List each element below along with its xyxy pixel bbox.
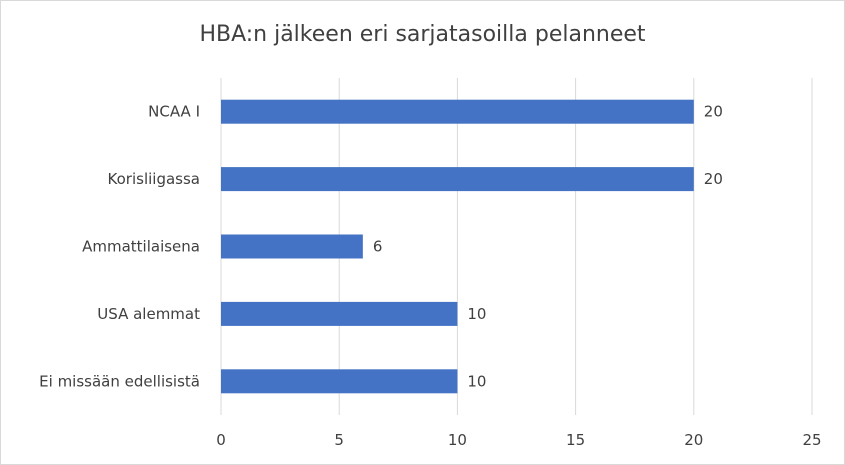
category-label-4: Ei missään edellisistä bbox=[39, 372, 200, 390]
x-tick-label-2: 10 bbox=[448, 431, 467, 449]
bar-3 bbox=[221, 301, 458, 326]
data-label-0: 20 bbox=[704, 103, 723, 121]
data-label-3: 10 bbox=[467, 305, 486, 323]
category-label-3: USA alemmat bbox=[97, 305, 200, 323]
category-label-1: Korisliigassa bbox=[108, 170, 200, 188]
x-tick-label-3: 15 bbox=[566, 431, 585, 449]
x-tick-label-4: 20 bbox=[684, 431, 703, 449]
data-label-2: 6 bbox=[373, 238, 383, 256]
chart-title: HBA:n jälkeen eri sarjatasoilla pelannee… bbox=[199, 22, 646, 47]
bar-2 bbox=[221, 234, 363, 259]
x-tick-label-1: 5 bbox=[334, 431, 344, 449]
bar-1 bbox=[221, 167, 694, 192]
x-tick-label-0: 0 bbox=[216, 431, 226, 449]
x-tick-label-5: 25 bbox=[802, 431, 821, 449]
category-label-0: NCAA I bbox=[148, 103, 200, 121]
bar-4 bbox=[221, 369, 458, 394]
data-label-1: 20 bbox=[704, 170, 723, 188]
category-label-2: Ammattilaisena bbox=[82, 238, 200, 256]
bar-0 bbox=[221, 99, 694, 124]
data-label-4: 10 bbox=[467, 372, 486, 390]
